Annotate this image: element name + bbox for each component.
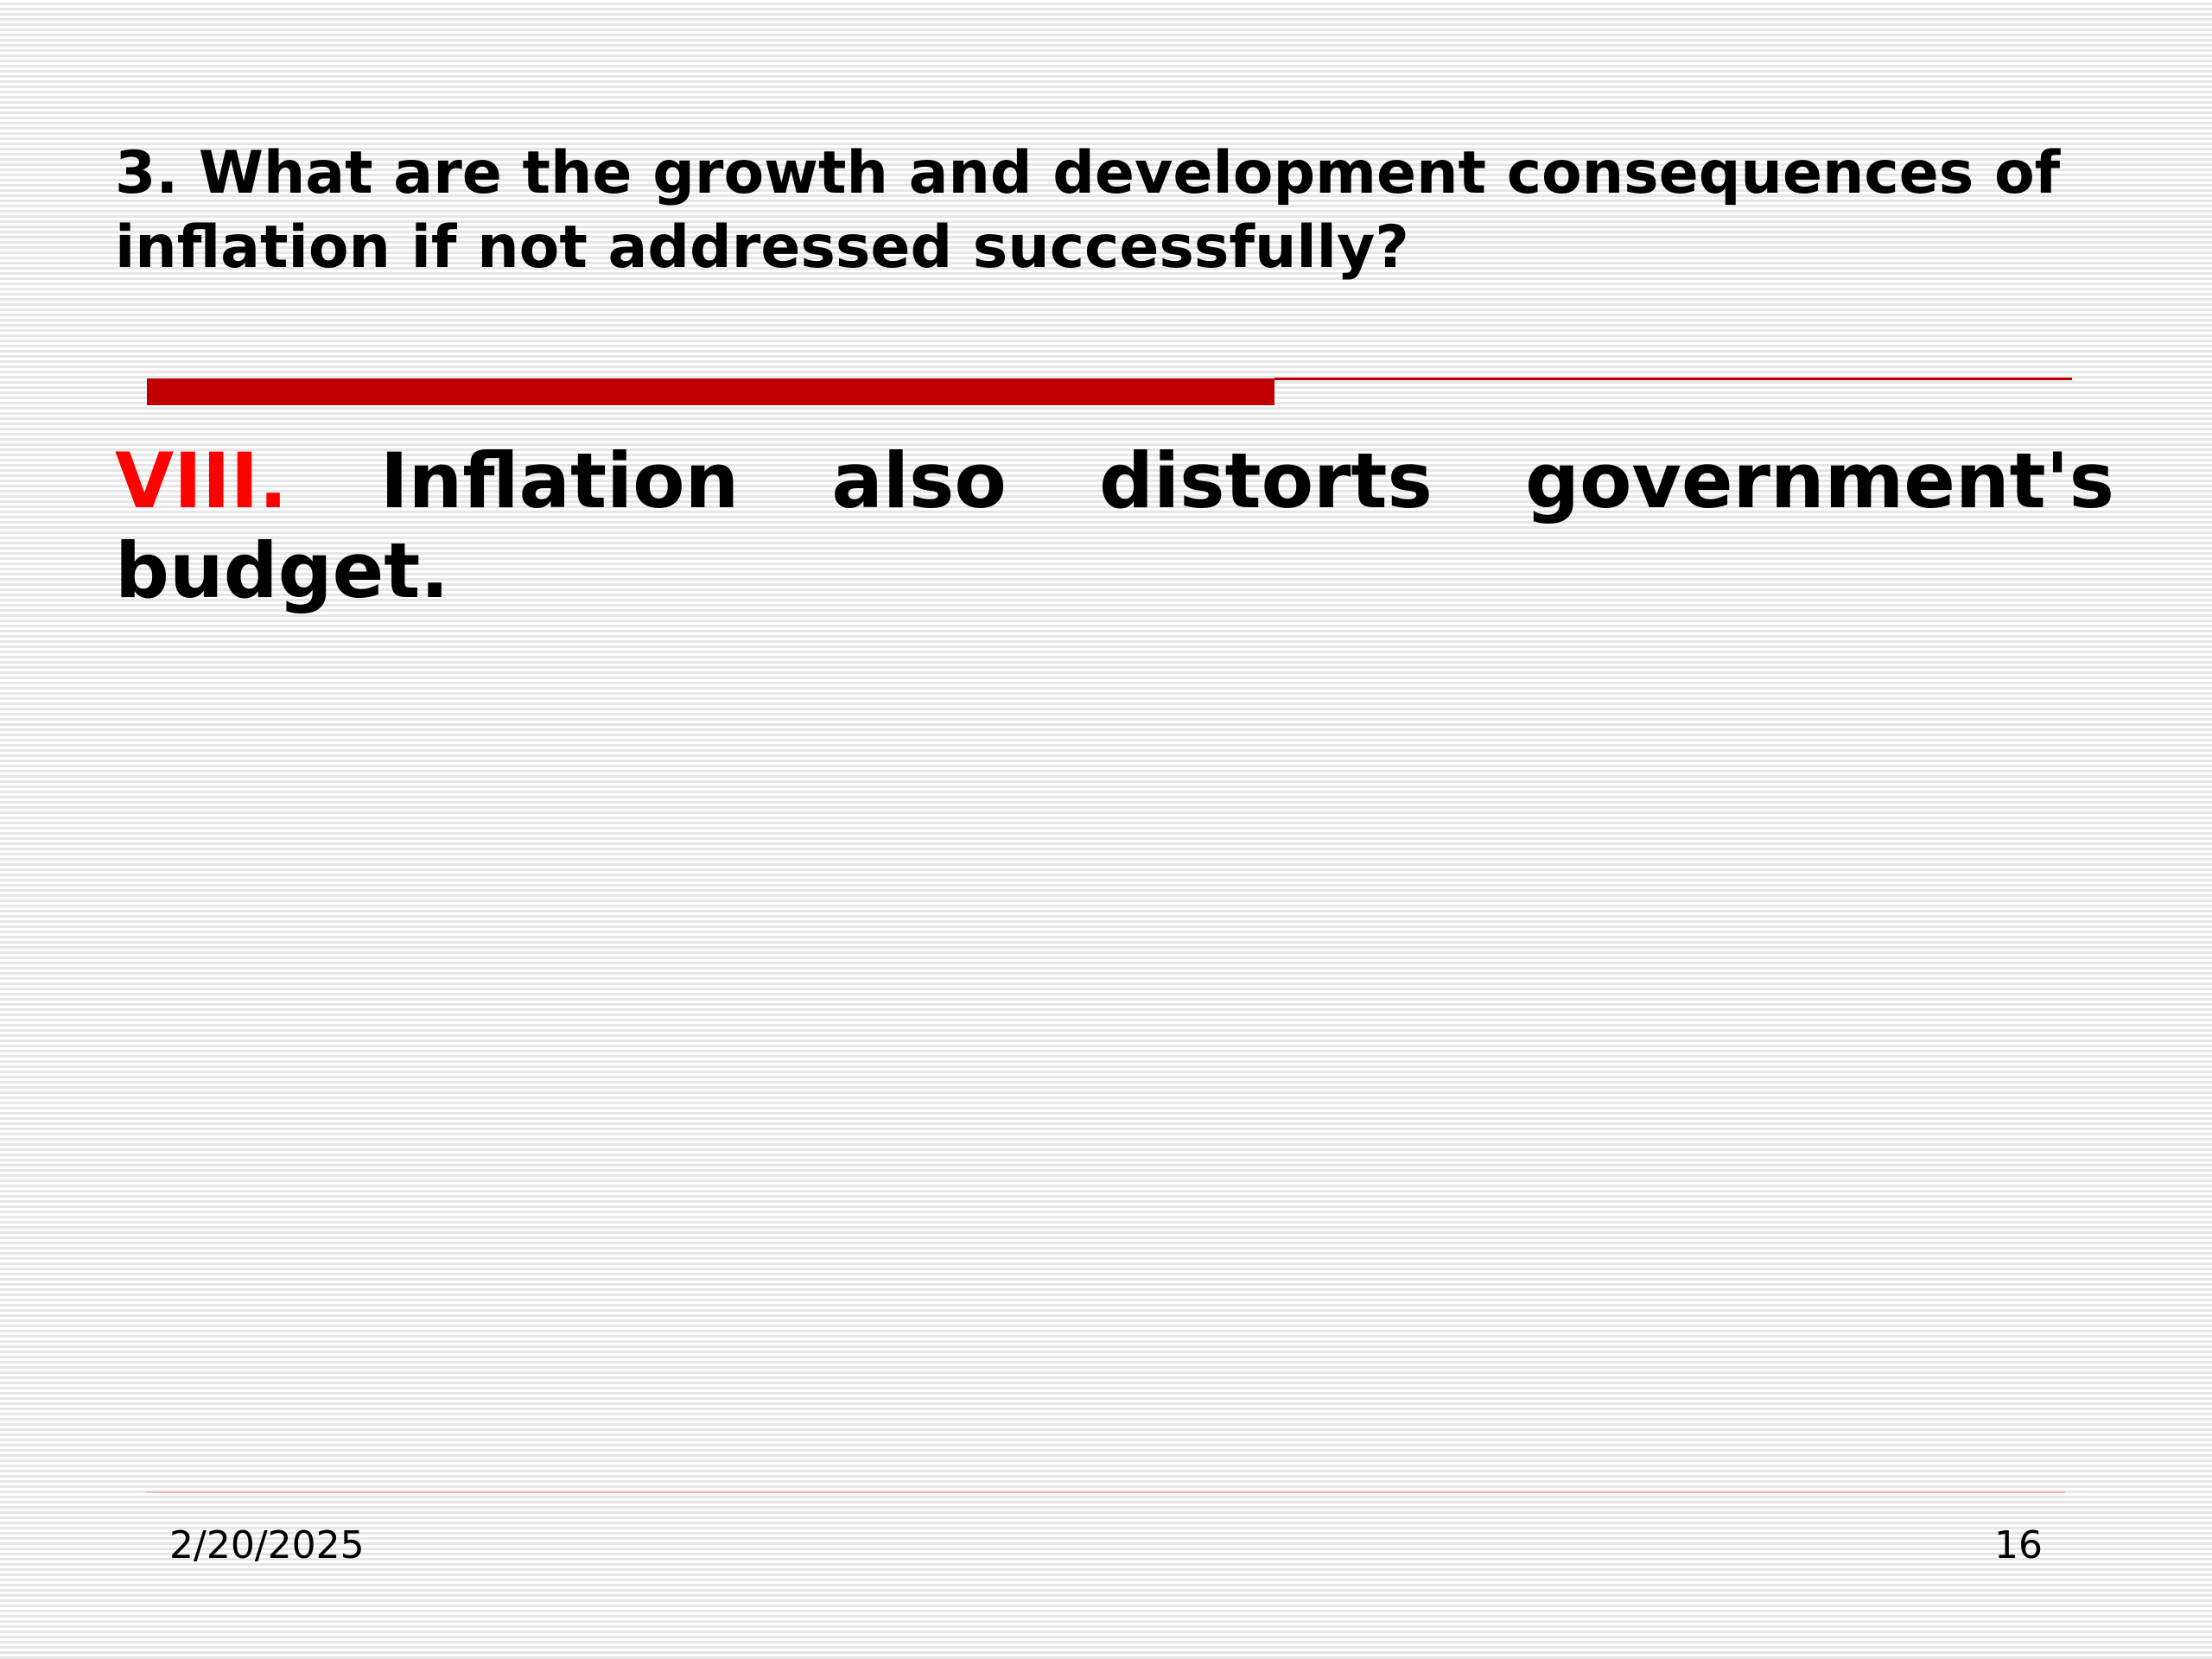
- bullet-text: Inflation also distorts government's bud…: [115, 436, 2114, 615]
- bullet-point: VIII. Inflation also distorts government…: [115, 436, 2114, 616]
- slide-title: 3. What are the growth and development c…: [115, 139, 2101, 282]
- footer-divider: [147, 1491, 2065, 1493]
- title-underline-thin: [1274, 378, 2072, 380]
- page-number: 16: [1994, 1523, 2043, 1567]
- title-underline-thick: [147, 378, 1274, 405]
- bullet-numeral: VIII.: [115, 436, 288, 525]
- footer-date: 2/20/2025: [169, 1523, 365, 1567]
